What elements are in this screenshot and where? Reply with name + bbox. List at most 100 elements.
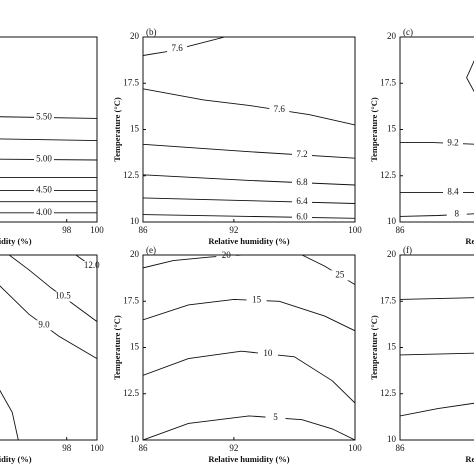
- contour-line: [143, 143, 355, 159]
- panel-title: (b): [146, 27, 157, 37]
- contour-label: 12.0: [84, 260, 100, 270]
- y-tick-label: 10: [130, 216, 140, 226]
- y-tick-label: 15: [387, 124, 397, 134]
- contour-line: [0, 116, 97, 119]
- contour-label-bg: [292, 177, 312, 188]
- contour-label-bg: [443, 187, 463, 198]
- contour-label: 5.50: [36, 112, 52, 122]
- y-tick-label: 12.5: [380, 170, 396, 180]
- x-tick-label: 86: [396, 225, 406, 235]
- y-tick-label: 12.5: [380, 388, 396, 398]
- x-axis-label: Relative humidity (%): [208, 236, 289, 246]
- x-tick-label: 86: [139, 443, 149, 453]
- contour-label: 25: [335, 269, 345, 279]
- panel-title: (e): [146, 245, 156, 255]
- contour-label-bg: [443, 138, 463, 149]
- y-tick-label: 10: [387, 434, 397, 444]
- y-tick-label: 15: [130, 342, 140, 352]
- y-axis-label: Temperature (°C): [369, 97, 379, 162]
- contour-label-bg: [34, 320, 54, 331]
- contour-line: [143, 255, 265, 269]
- x-tick-label: 100: [90, 225, 104, 235]
- y-axis-label: Temperature (°C): [112, 97, 122, 162]
- contour-label: 6.0: [296, 211, 308, 221]
- contour-line: [143, 415, 355, 440]
- contour-label: 7.6: [274, 104, 286, 114]
- contour-label-bg: [167, 44, 188, 55]
- contour-label-bg: [446, 209, 467, 220]
- y-tick-label: 17.5: [380, 295, 396, 305]
- y-tick-label: 20: [130, 31, 140, 41]
- plot-frame: [142, 254, 356, 441]
- contour-label: 9.0: [38, 319, 50, 329]
- plot-frame: [399, 254, 474, 441]
- x-axis-label: Relative humidity (%): [465, 236, 474, 246]
- x-tick-label: 100: [90, 443, 104, 453]
- contour-label: 10.5: [55, 291, 71, 301]
- contour-label: 5.00: [36, 154, 52, 164]
- contour-line: [400, 297, 474, 300]
- x-tick-label: 98: [62, 225, 72, 235]
- x-tick-label: 92: [229, 225, 238, 235]
- x-tick-label: 100: [348, 225, 362, 235]
- contour-label-bg: [329, 270, 350, 281]
- contour-label: 5: [273, 412, 278, 422]
- panel-title: (c): [403, 27, 413, 37]
- y-tick-label: 12.5: [123, 388, 139, 398]
- contour-line: [143, 197, 355, 204]
- contour-label-bg: [81, 261, 97, 272]
- contour-line: [0, 138, 97, 142]
- contour-label-bg: [34, 112, 54, 123]
- x-axis-label: Relative humidity (%): [465, 454, 474, 464]
- contour-label: 4.50: [36, 185, 52, 195]
- contour-label-bg: [52, 291, 73, 302]
- contour-line: [143, 214, 355, 219]
- y-tick-label: 15: [130, 124, 140, 134]
- y-tick-label: 20: [387, 249, 397, 259]
- contour-label-bg: [246, 295, 267, 306]
- x-axis-label: Relative humidity (%): [208, 454, 289, 464]
- contour-label: 4.00: [36, 207, 52, 217]
- y-tick-label: 15: [387, 342, 397, 352]
- contour-label: 8: [455, 209, 460, 219]
- contour-label-bg: [34, 154, 54, 165]
- y-tick-label: 17.5: [123, 77, 139, 87]
- x-axis-label: Relative humidity (%): [0, 236, 32, 246]
- contour-line: [143, 174, 355, 186]
- contour-label: 7.2: [296, 149, 307, 159]
- contour-label-bg: [216, 255, 237, 261]
- contour-label-bg: [269, 105, 290, 116]
- y-axis-label: Temperature (°C): [369, 315, 379, 380]
- contour-label: 10: [263, 348, 273, 358]
- y-tick-label: 17.5: [380, 77, 396, 87]
- contour-label: 6.8: [296, 177, 308, 187]
- plot-frame: [0, 36, 98, 223]
- contour-label: 15: [252, 294, 262, 304]
- contour-line: [8, 255, 97, 322]
- contour-line: [0, 389, 19, 440]
- contour-label: 9.2: [447, 137, 458, 147]
- plot-frame: [0, 254, 98, 441]
- contour-label: 8.4: [447, 186, 459, 196]
- contour-line: [400, 402, 474, 417]
- contour-line: [0, 158, 97, 161]
- contour-line: [400, 352, 474, 356]
- y-tick-label: 10: [387, 216, 397, 226]
- x-tick-label: 100: [348, 443, 362, 453]
- x-tick-label: 98: [62, 443, 72, 453]
- plot-frame: [142, 36, 356, 223]
- x-tick-label: 86: [139, 225, 149, 235]
- x-axis-label: Relative humidity (%): [0, 454, 32, 464]
- contour-label-bg: [34, 207, 54, 218]
- x-tick-label: 86: [396, 443, 406, 453]
- y-tick-label: 10: [130, 434, 140, 444]
- contour-label-bg: [292, 212, 312, 222]
- contour-label-bg: [292, 149, 312, 160]
- contour-label: 7.6: [171, 43, 183, 53]
- contour-label-bg: [34, 185, 54, 196]
- contour-line: [0, 285, 97, 359]
- contour-label: 6.4: [296, 196, 308, 206]
- contour-line: [466, 60, 474, 93]
